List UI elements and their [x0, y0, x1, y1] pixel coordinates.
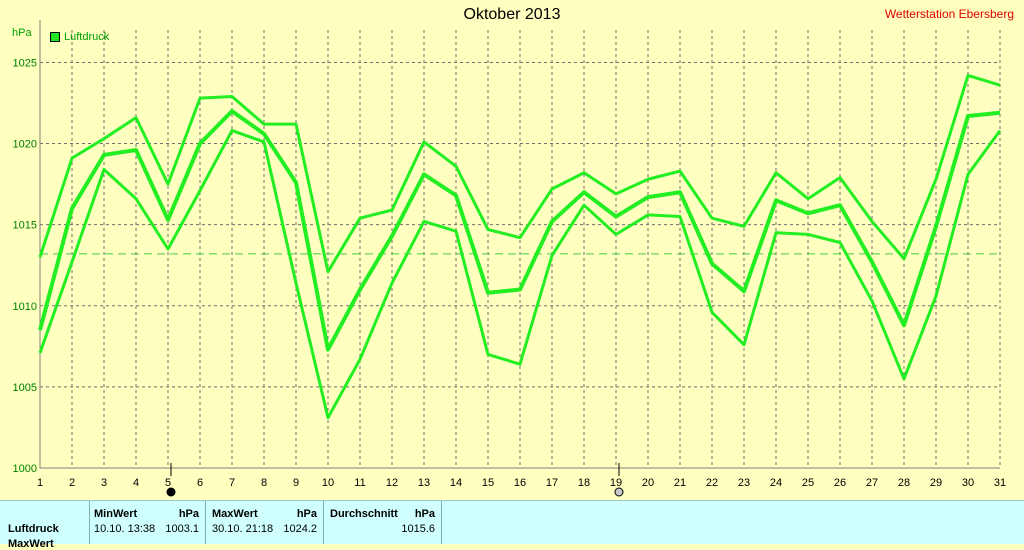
y-tick-label-1020: 1020	[13, 139, 37, 151]
stats-max-column: MaxWert hPa 30.10. 21:18 1024.2	[206, 501, 324, 544]
y-tick-label-1025: 1025	[13, 57, 37, 69]
y-tick-label-1005: 1005	[13, 382, 37, 394]
x-tick-label-3: 3	[101, 477, 107, 489]
x-tick-label-4: 4	[133, 477, 139, 489]
avg-unit: hPa	[414, 508, 435, 520]
x-tick-label-29: 29	[930, 477, 942, 489]
x-tick-label-20: 20	[642, 477, 654, 489]
x-tick-label-31: 31	[994, 477, 1006, 489]
x-tick-label-15: 15	[482, 477, 494, 489]
day-marker-19	[614, 487, 624, 497]
y-tick-label-1010: 1010	[13, 301, 37, 313]
x-tick-label-25: 25	[802, 477, 814, 489]
min-header: MinWert	[94, 508, 138, 520]
min-unit: hPa	[178, 508, 199, 520]
max-datetime: 30.10. 21:18	[212, 523, 274, 535]
station-name: Wetterstation Ebersberg	[884, 7, 1014, 21]
y-tick-label-1000: 1000	[13, 463, 37, 475]
avg-header: Durchschnitt	[330, 508, 398, 520]
avg-value: 1015.6	[401, 523, 435, 535]
x-tick-label-8: 8	[261, 477, 267, 489]
x-tick-label-21: 21	[674, 477, 686, 489]
x-tick-label-12: 12	[386, 477, 398, 489]
max-unit: hPa	[296, 508, 317, 520]
max-header: MaxWert	[212, 508, 258, 520]
row-label-luftdruck: Luftdruck	[8, 523, 59, 535]
x-tick-label-17: 17	[546, 477, 558, 489]
min-value: 1003.1	[165, 523, 199, 535]
legend-swatch	[50, 32, 60, 42]
stats-min-column: MinWert hPa 10.10. 13:38 1003.1	[90, 501, 206, 544]
chart-title: Oktober 2013	[463, 6, 561, 23]
chart-area: 1000 1005 1010 1015 1020 1025 1 2 3 4 5 6 7 8 9 10 11 12 1…	[13, 20, 1006, 497]
stats-label-column: Luftdruck MaxWert	[0, 501, 90, 550]
x-tick-label-30: 30	[962, 477, 974, 489]
series-line-0	[38, 109, 1001, 352]
row-label-maxwert: MaxWert	[8, 538, 54, 550]
max-value: 1024.2	[283, 523, 317, 535]
x-tick-label-9: 9	[293, 477, 299, 489]
x-tick-label-6: 6	[197, 477, 203, 489]
x-tick-label-14: 14	[450, 477, 462, 489]
x-tick-label-23: 23	[738, 477, 750, 489]
x-tick-label-16: 16	[514, 477, 526, 489]
x-tick-label-27: 27	[866, 477, 878, 489]
legend: Luftdruck	[50, 31, 109, 43]
series-line-2	[38, 129, 1002, 420]
x-tick-label-28: 28	[898, 477, 910, 489]
y-tick-label-1015: 1015	[13, 220, 37, 232]
x-tick-label-5: 5	[165, 477, 171, 489]
y-axis-unit: hPa	[12, 27, 32, 39]
stats-table: Luftdruck MaxWert MinWert hPa 10.10. 13:…	[0, 500, 1024, 550]
series-line-1	[38, 73, 1001, 274]
x-tick-label-11: 11	[354, 477, 365, 489]
x-tick-label-10: 10	[322, 477, 334, 489]
min-datetime: 10.10. 13:38	[94, 523, 156, 535]
x-tick-label-13: 13	[418, 477, 430, 489]
x-tick-label-7: 7	[229, 477, 235, 489]
x-tick-label-24: 24	[770, 477, 782, 489]
day-marker-5	[166, 487, 176, 497]
x-tick-label-22: 22	[706, 477, 718, 489]
x-tick-label-19: 19	[610, 477, 622, 489]
legend-label: Luftdruck	[64, 31, 110, 43]
x-tick-label-26: 26	[834, 477, 846, 489]
stats-avg-column: Durchschnitt hPa 1015.6	[324, 501, 442, 544]
x-tick-label-1: 1	[37, 477, 43, 489]
x-tick-label-18: 18	[578, 477, 590, 489]
x-tick-label-2: 2	[69, 477, 75, 489]
